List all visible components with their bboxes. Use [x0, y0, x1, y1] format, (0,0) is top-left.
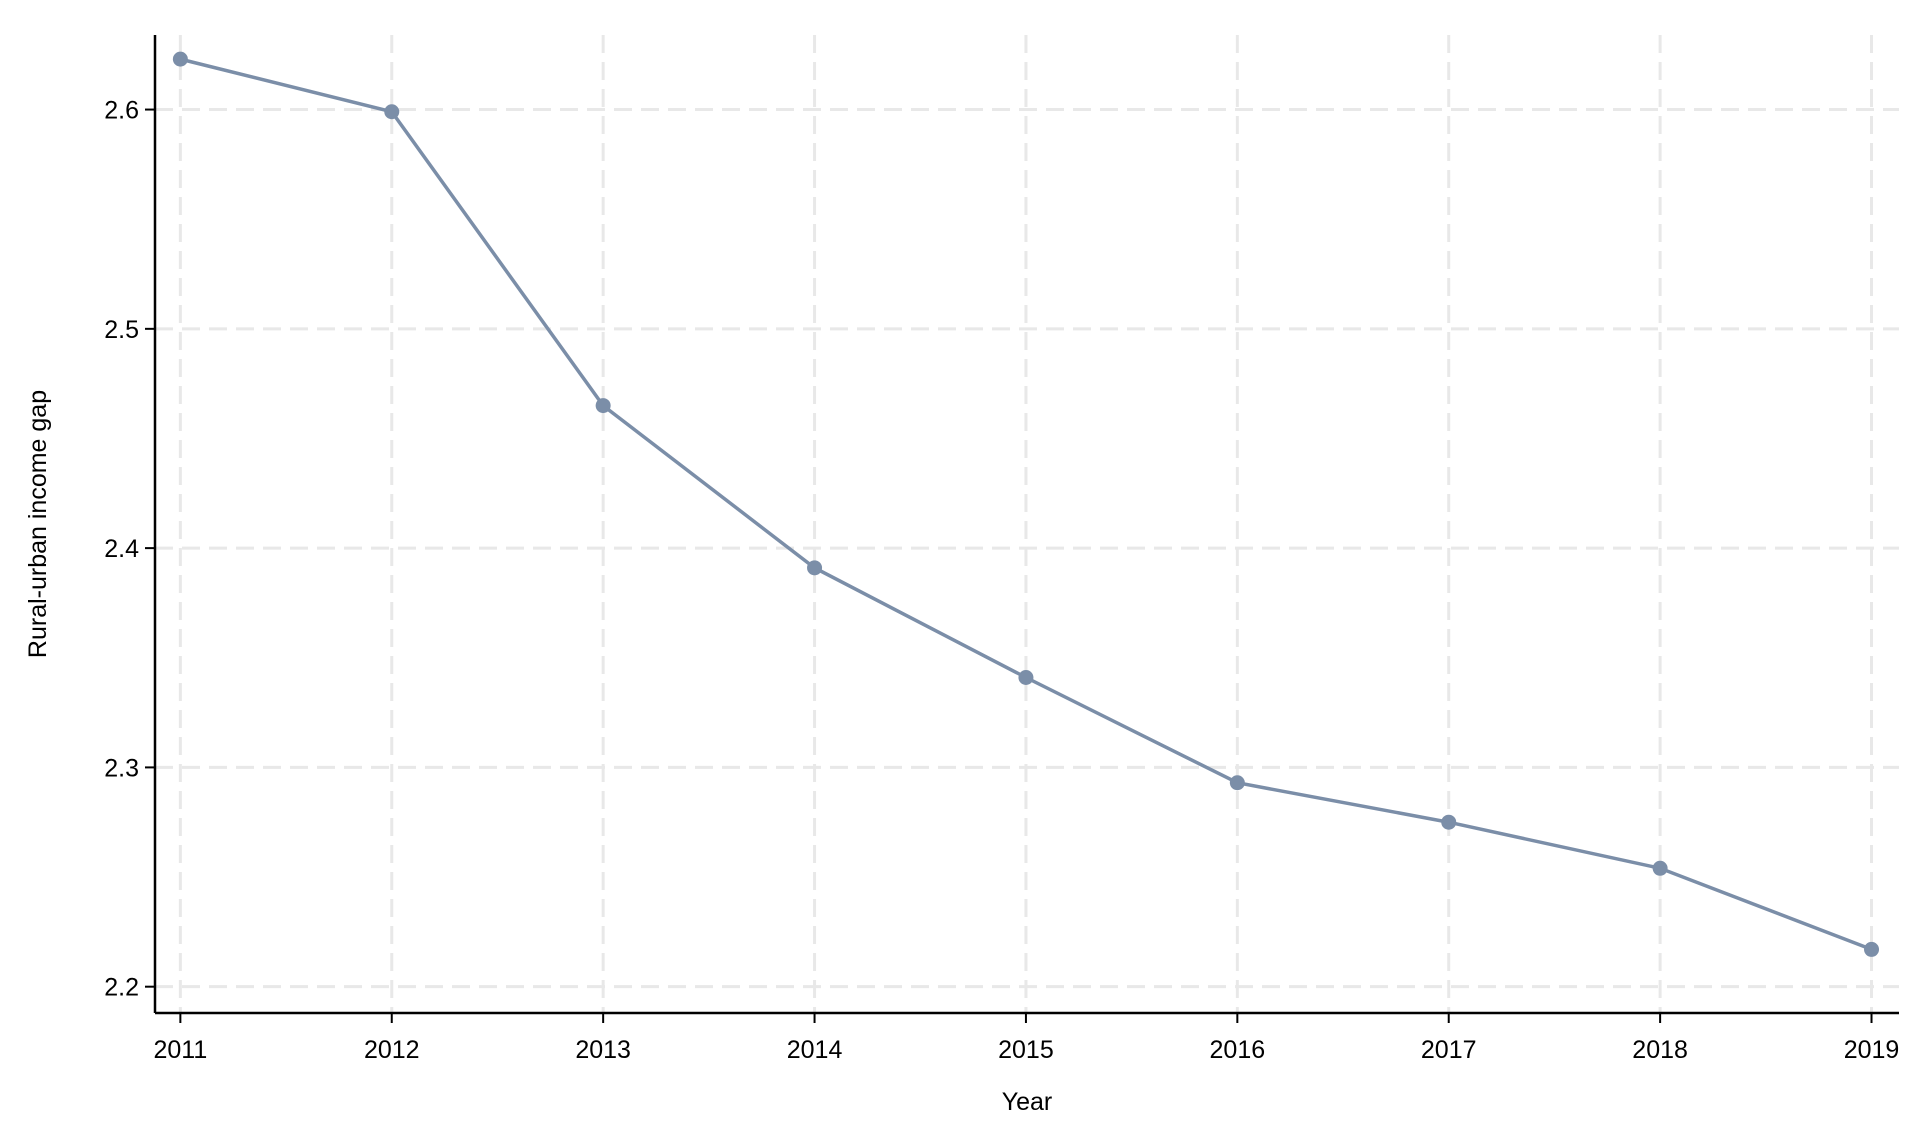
x-tick-label: 2019: [1844, 1036, 1900, 1064]
y-tick-label: 2.6: [104, 97, 139, 125]
data-point: [807, 560, 823, 576]
data-point: [1652, 860, 1668, 876]
x-tick-label: 2012: [364, 1036, 420, 1064]
x-tick-label: 2011: [153, 1036, 207, 1064]
x-tick-label: 2015: [998, 1036, 1054, 1064]
x-tick-label: 2018: [1632, 1036, 1688, 1064]
x-tick-label: 2014: [787, 1036, 843, 1064]
data-point: [384, 104, 400, 120]
data-point: [1441, 814, 1457, 830]
x-tick-label: 2016: [1210, 1036, 1266, 1064]
data-point: [172, 51, 188, 67]
data-point: [1229, 775, 1245, 791]
data-point: [1864, 941, 1880, 957]
y-tick-label: 2.2: [104, 974, 139, 1002]
data-point: [1018, 669, 1034, 685]
y-tick-label: 2.4: [104, 535, 139, 563]
x-tick-label: 2017: [1421, 1036, 1477, 1064]
y-axis-label: Rural-urban income gap: [24, 390, 52, 658]
data-point: [595, 398, 611, 414]
y-tick-label: 2.5: [104, 316, 139, 344]
y-tick-label: 2.3: [104, 754, 139, 782]
x-axis-label: Year: [1002, 1088, 1053, 1116]
x-tick-label: 2013: [575, 1036, 631, 1064]
